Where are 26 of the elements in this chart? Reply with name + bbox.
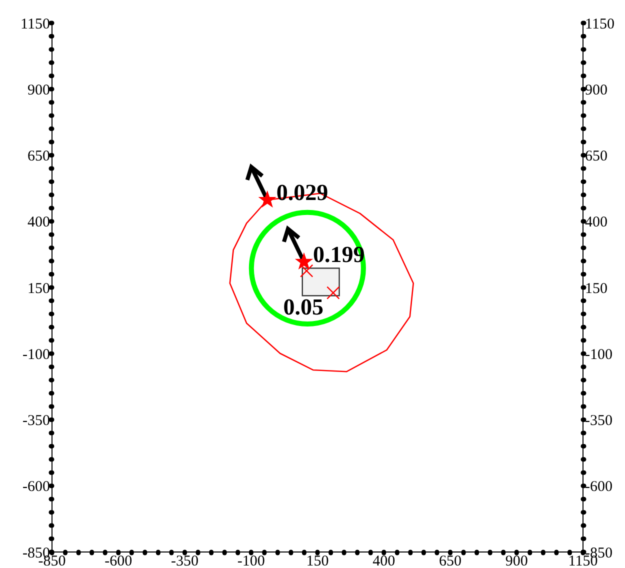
point [296,253,312,269]
x-tick-label: 400 [372,554,396,568]
y2-tick-label: -100 [585,346,612,363]
x-tick-label: 900 [505,554,528,568]
y-tick-label: 1150 [20,16,50,32]
y-tick-label: -100 [22,346,50,363]
y2-tick-label: 900 [585,82,608,98]
x-tick-label: 650 [439,554,462,568]
y2-tick-label: -350 [585,413,612,430]
annotation: 0.05 [283,294,324,320]
x-tick-label: -350 [171,554,198,568]
y-tick-label: 400 [28,214,50,231]
x-tick-label: 150 [306,554,329,568]
y2-tick-label: 650 [585,148,608,165]
y-tick-label: 150 [28,280,50,297]
y-tick-label: 900 [28,82,50,98]
x-tick-label: -600 [104,554,132,568]
point [259,191,276,207]
y-tick-label: 650 [28,148,50,165]
y2-tick-label: 400 [585,214,608,231]
x-tick-label: -100 [237,554,265,568]
y-tick-label: -600 [22,479,50,496]
y-tick-label: -350 [22,413,50,430]
y2-tick-label: 150 [585,280,608,297]
y2-tick-label: 1150 [585,16,614,32]
y2-tick-label: -600 [585,479,612,496]
